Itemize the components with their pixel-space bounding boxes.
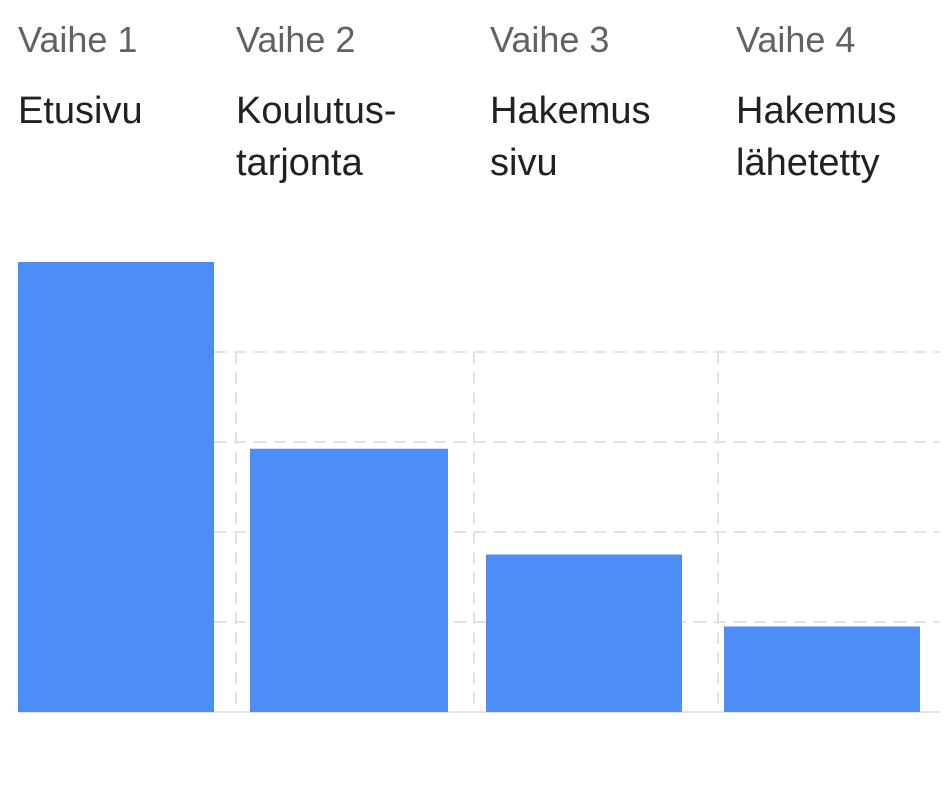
step-label-3: Vaihe 3 bbox=[490, 19, 609, 60]
stage-label-2-line-1: Koulutus- bbox=[236, 90, 397, 132]
bar-step-2 bbox=[250, 448, 448, 712]
stage-label-3-line-1: Hakemus bbox=[490, 90, 651, 132]
step-label-2: Vaihe 2 bbox=[236, 19, 355, 60]
stage-label-3-line-2: sivu bbox=[490, 142, 558, 184]
bar-step-4 bbox=[724, 626, 920, 712]
stage-label-1-line-1: Etusivu bbox=[18, 90, 143, 132]
stage-label-4-line-1: Hakemus bbox=[736, 90, 897, 132]
stage-label-2-line-2: tarjonta bbox=[236, 142, 364, 184]
stage-label-4-line-2: lähetetty bbox=[736, 142, 880, 184]
bar-step-1 bbox=[18, 262, 214, 712]
step-label-4: Vaihe 4 bbox=[736, 19, 855, 60]
bar-step-3 bbox=[486, 554, 682, 712]
step-label-1: Vaihe 1 bbox=[18, 19, 137, 60]
